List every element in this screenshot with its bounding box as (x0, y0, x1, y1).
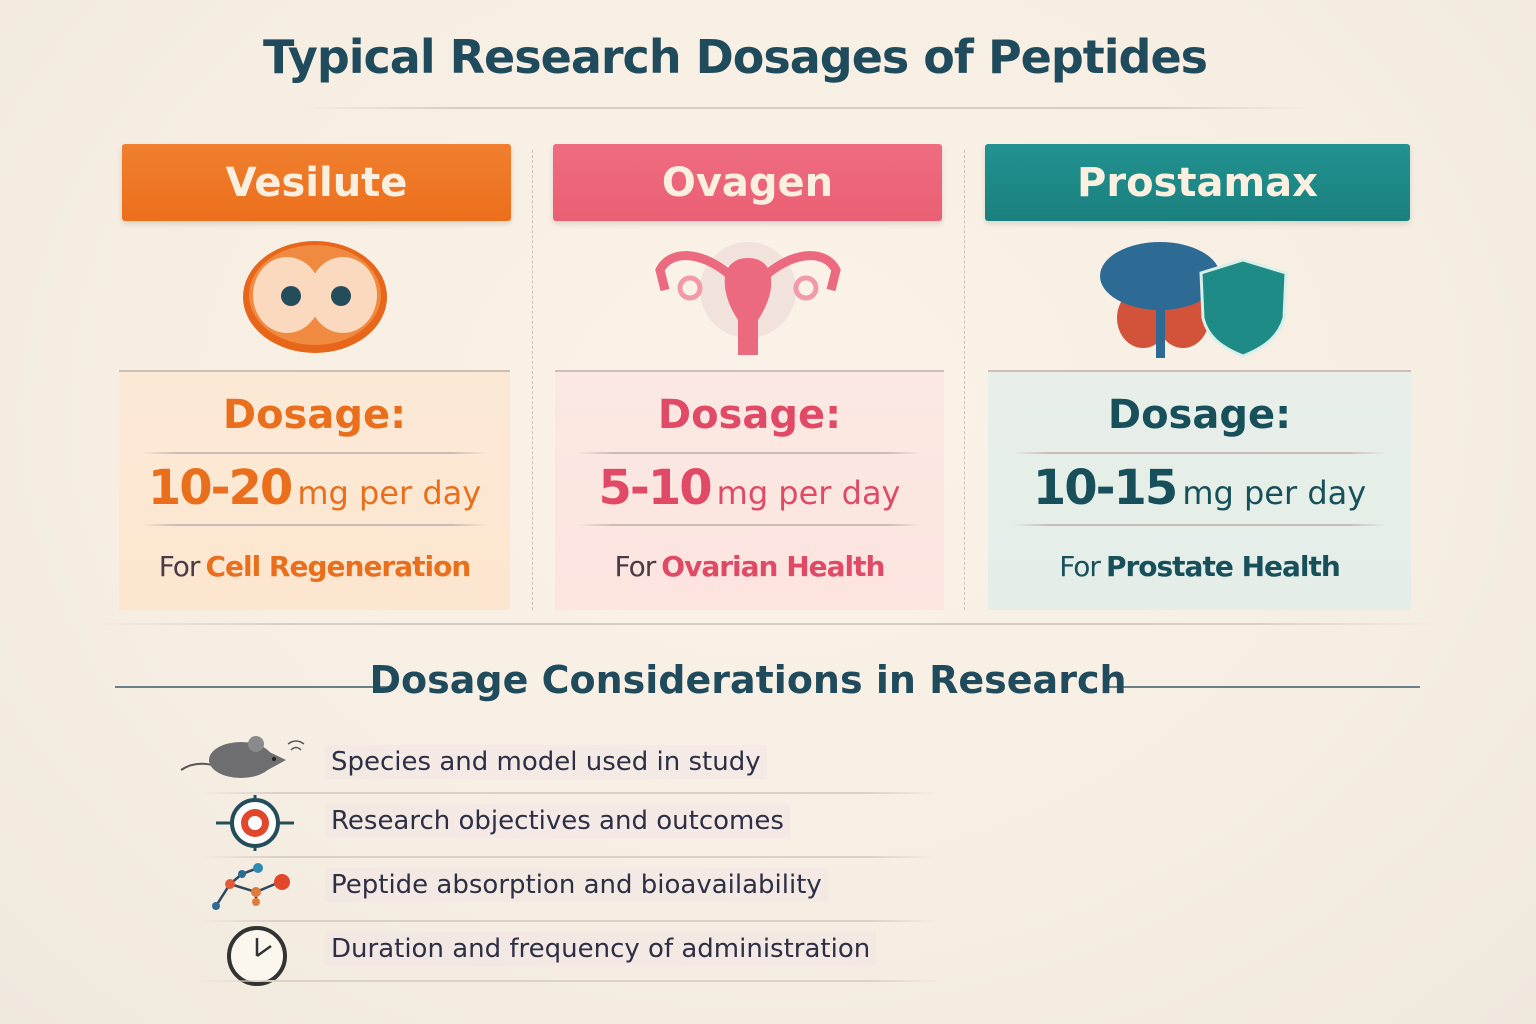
dosage-unit: mg per day (297, 474, 482, 512)
divider (142, 452, 487, 454)
divider (200, 792, 940, 794)
dosage-box-vesilute: Dosage: 10-20 mg per day For Cell Regenera… (119, 370, 510, 610)
dosage-unit: mg per day (1182, 474, 1367, 512)
card-header-ovagen: Ovagen (553, 144, 942, 221)
dosage-box-prostamax: Dosage: 10-15 mg per day For Prostate Heal… (988, 370, 1411, 610)
for-prefix: For (1059, 550, 1101, 583)
dosage-box-ovagen: Dosage: 5-10 mg per day For Ovarian Health (555, 370, 944, 610)
consideration-item: Peptide absorption and bioavailability (325, 868, 828, 902)
divider (200, 856, 940, 858)
divider (200, 920, 940, 922)
uterus-ovaries-icon (655, 242, 841, 355)
section-title: Dosage Considerations in Research (369, 658, 1127, 702)
target-icon (216, 795, 294, 851)
subtitle-line-right (1105, 686, 1420, 688)
dosage-unit: mg per day (716, 474, 901, 512)
dosage-range: 10-20 (147, 460, 294, 516)
purpose: Cell Regeneration (205, 550, 471, 583)
page-title: Typical Research Dosages of Peptides (262, 30, 1208, 84)
dosage-label: Dosage: (1107, 392, 1292, 438)
consideration-item: Duration and frequency of administration (325, 932, 877, 966)
prostate-shield-icon (1100, 242, 1288, 358)
column-divider (964, 150, 965, 610)
column-divider (532, 150, 533, 610)
divider (142, 524, 487, 526)
divider (200, 980, 940, 982)
section-divider (90, 623, 1440, 625)
card-header-prostamax: Prostamax (985, 144, 1410, 221)
consideration-item: Species and model used in study (325, 745, 767, 779)
bladder-organ-icon (243, 241, 387, 353)
divider (1013, 452, 1386, 454)
for-prefix: For (614, 550, 657, 583)
purpose: Ovarian Health (661, 550, 885, 583)
dosage-label: Dosage: (222, 392, 407, 438)
dosage-range: 5-10 (598, 460, 713, 516)
divider (578, 524, 921, 526)
divider (1013, 524, 1386, 526)
consideration-item: Research objectives and outcomes (325, 804, 790, 838)
mouse-icon (180, 736, 305, 778)
subtitle-line-left (115, 686, 390, 688)
purpose: Prostate Health (1105, 550, 1341, 583)
for-prefix: For (158, 550, 201, 583)
molecule-icon (212, 863, 290, 910)
title-divider (300, 107, 1310, 109)
dosage-label: Dosage: (657, 392, 842, 438)
card-header-vesilute: Vesilute (122, 144, 511, 221)
clock-icon (227, 926, 287, 986)
divider (578, 452, 921, 454)
dosage-range: 10-15 (1032, 460, 1179, 516)
